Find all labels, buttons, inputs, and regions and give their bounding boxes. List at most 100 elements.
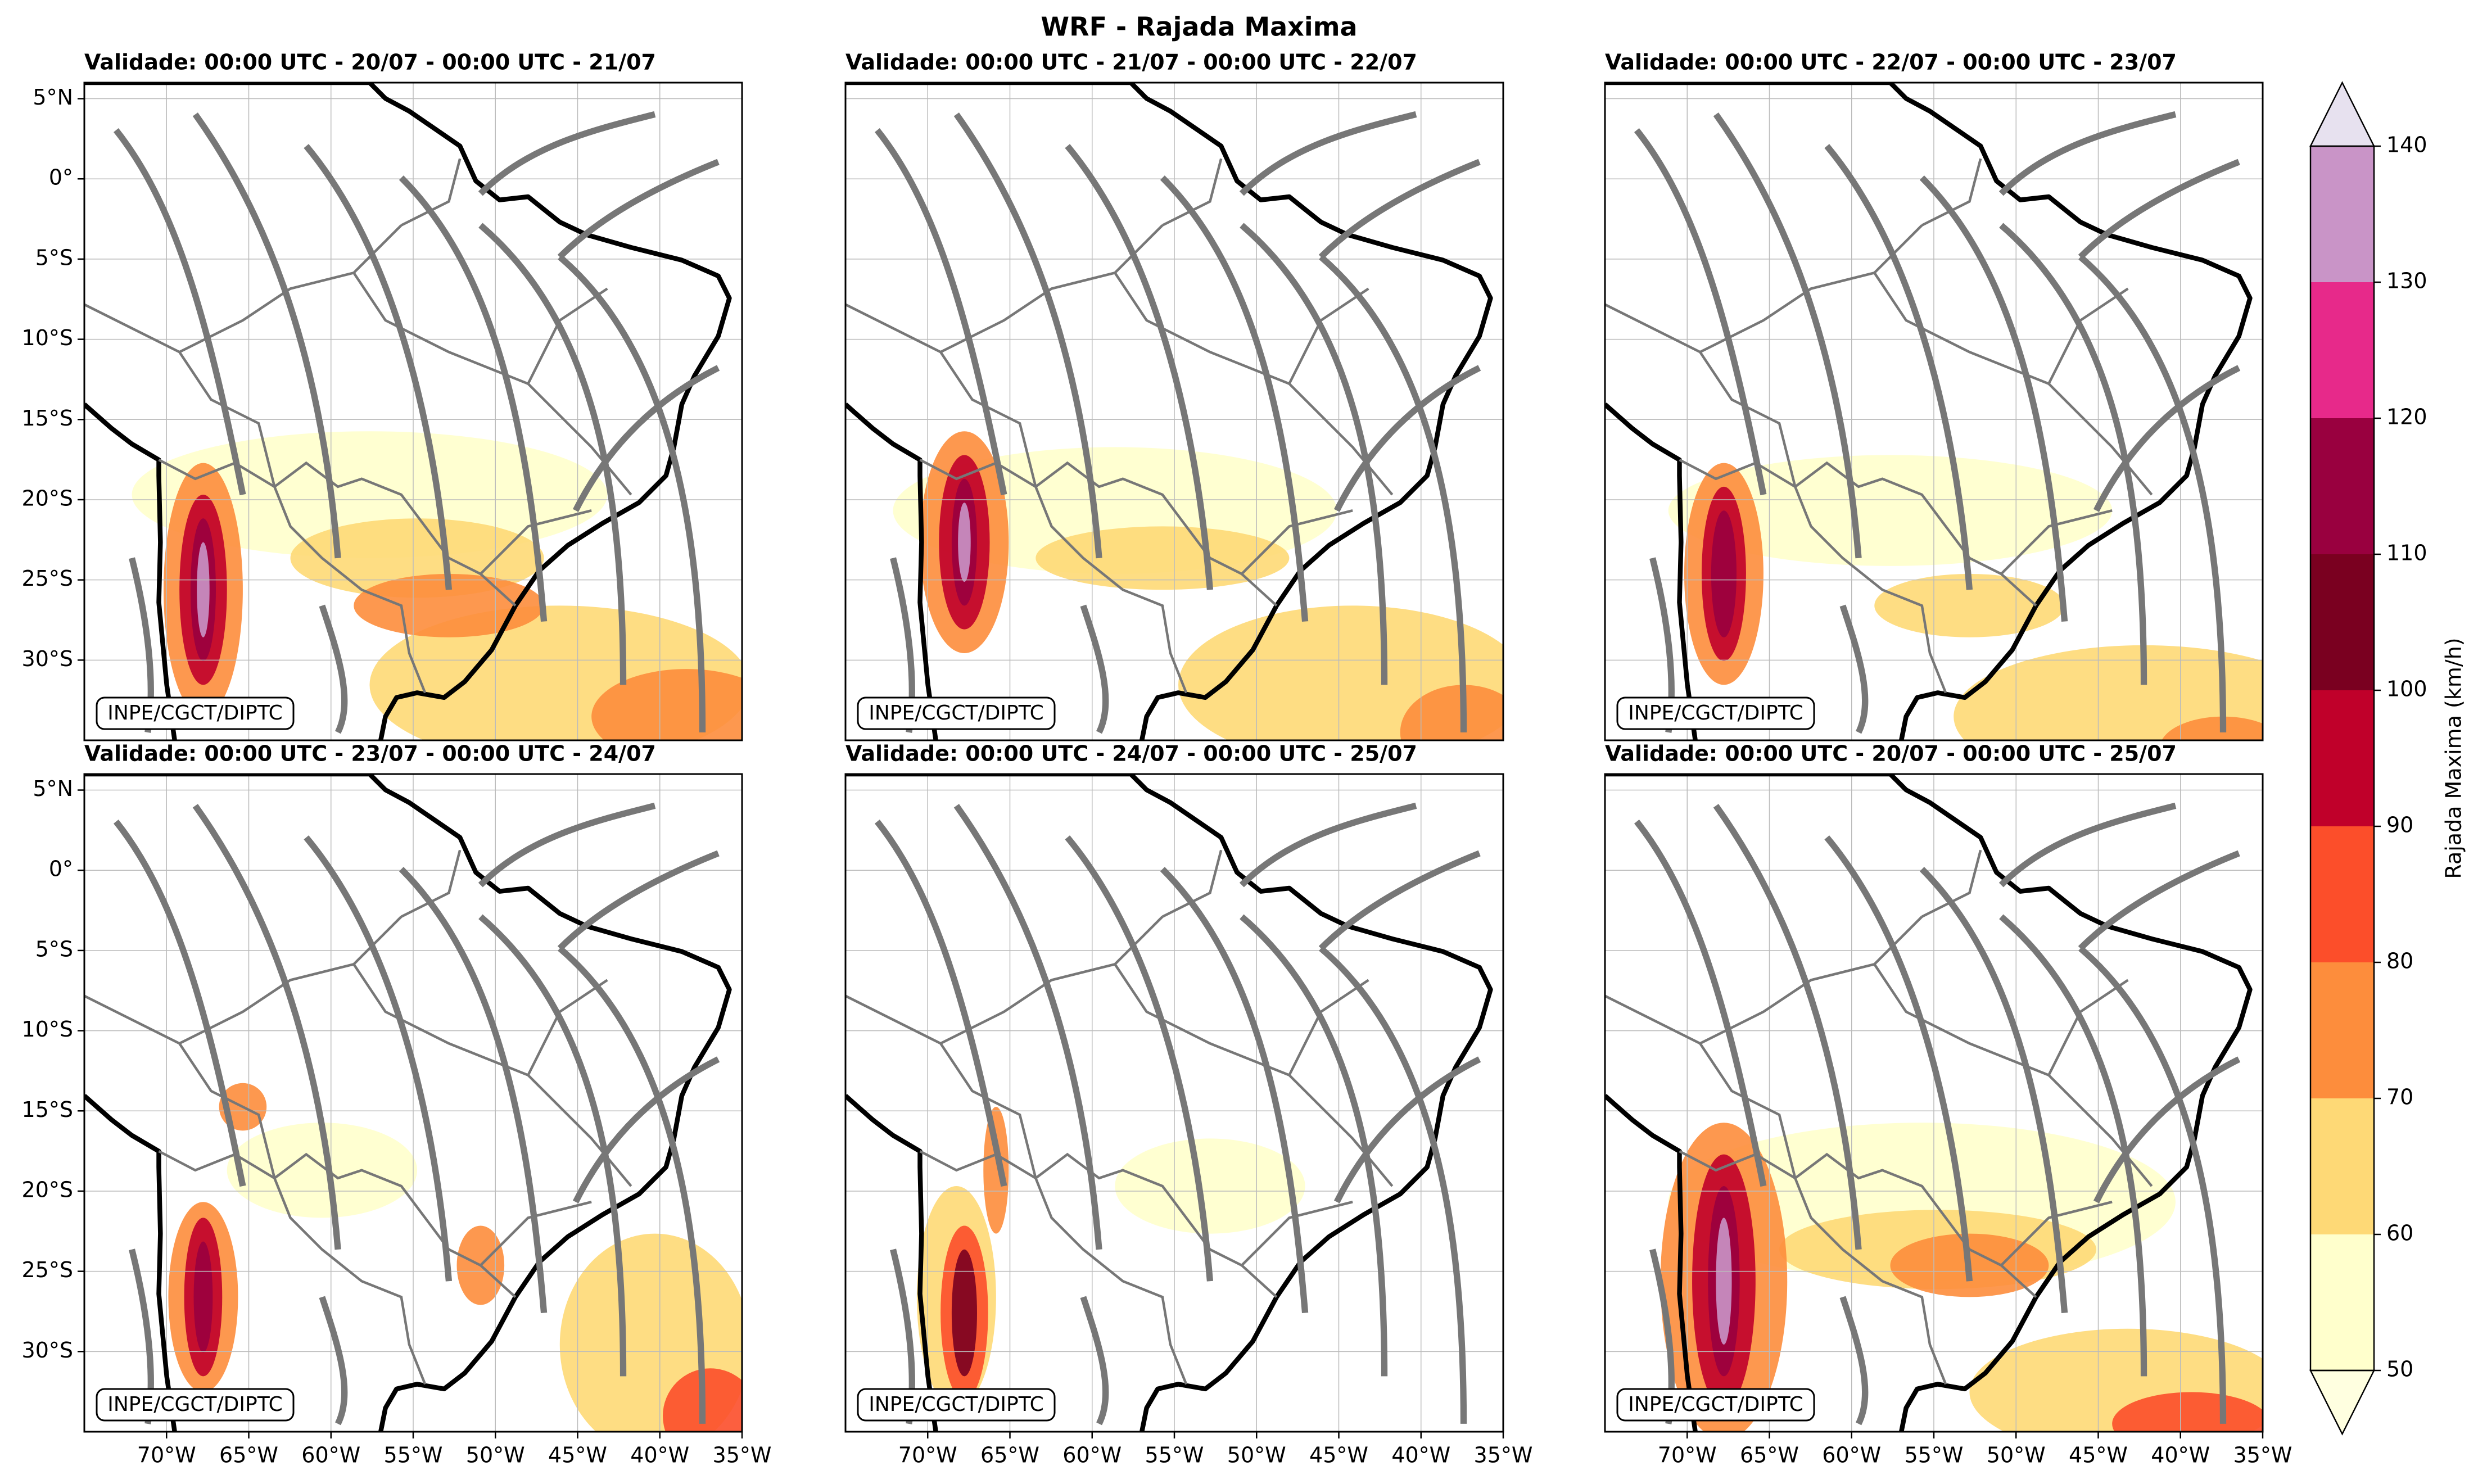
lon-tick-label: 45°W	[1309, 1443, 1368, 1468]
lon-tick-label: 70°W	[898, 1443, 957, 1468]
credit: INPE/CGCT/DIPTC	[869, 702, 1043, 725]
gust-area	[983, 1107, 1009, 1234]
lat-tick-label: 5°N	[33, 776, 73, 801]
lat-tick-label: 30°S	[22, 1338, 73, 1363]
map-panel: Validade: 00:00 UTC - 22/07 - 00:00 UTC …	[1604, 50, 2264, 741]
map-content	[84, 83, 742, 740]
gust-area	[1668, 455, 2113, 566]
lon-tick-label: 50°W	[466, 1443, 525, 1468]
lat-tick-label: 20°S	[22, 1177, 73, 1202]
lat-tick-label: 5°S	[35, 936, 73, 961]
colorbar-segment	[2310, 826, 2374, 962]
colorbar-segment	[2310, 1234, 2374, 1370]
lon-tick-label: 60°W	[1062, 1443, 1122, 1468]
lon-tick-label: 65°W	[1740, 1443, 1799, 1468]
figure-title: WRF - Rajada Maxima	[1041, 12, 1357, 42]
gust-area	[193, 1241, 213, 1353]
credit-box	[96, 696, 295, 730]
gust-field	[132, 431, 742, 740]
lon-tick-label: 60°W	[301, 1443, 360, 1468]
map-panel: Validade: 00:00 UTC - 23/07 - 00:00 UTC …	[22, 741, 772, 1468]
lon-tick-label: 35°W	[1474, 1443, 1533, 1468]
gust-area	[958, 503, 971, 582]
colorbar-label: Rajada Maxima (km/h)	[2441, 637, 2466, 879]
colorbar-tick-label: 50	[2386, 1357, 2413, 1382]
lon-tick-label: 65°W	[980, 1443, 1039, 1468]
map-frame	[83, 82, 743, 741]
credit: INPE/CGCT/DIPTC	[1628, 1393, 1803, 1416]
lon-tick-label: 40°W	[2151, 1443, 2210, 1468]
gust-area	[1969, 1328, 2263, 1432]
gust-area	[2162, 716, 2263, 740]
lat-tick-label: 15°S	[22, 406, 73, 431]
lon-tick-label: 55°W	[1145, 1443, 1204, 1468]
gust-field	[1668, 455, 2263, 740]
lon-tick-label: 40°W	[630, 1443, 689, 1468]
panel-title: Validade: 00:00 UTC - 20/07 - 00:00 UTC …	[1605, 741, 2177, 766]
gust-area	[197, 542, 210, 637]
lon-tick-label: 55°W	[384, 1443, 443, 1468]
colorbar-segment	[2310, 962, 2374, 1098]
colorbar-tick-label: 130	[2386, 269, 2427, 293]
panel-title: Validade: 00:00 UTC - 24/07 - 00:00 UTC …	[845, 741, 1417, 766]
lon-tick-label: 35°W	[713, 1443, 772, 1468]
map-content	[84, 774, 742, 1432]
map-panel: Validade: 00:00 UTC - 20/07 - 00:00 UTC …	[1604, 741, 2292, 1468]
lon-tick-label: 65°W	[219, 1443, 278, 1468]
map-content	[1605, 83, 2263, 740]
panel-title: Validade: 00:00 UTC - 21/07 - 00:00 UTC …	[845, 50, 1417, 75]
colorbar-tick-label: 80	[2386, 949, 2413, 974]
lat-tick-label: 0°	[49, 165, 73, 190]
map-content	[845, 83, 1503, 740]
lon-tick-label: 60°W	[1822, 1443, 1881, 1468]
colorbar-segment	[2310, 146, 2374, 282]
map-frame	[1604, 82, 2264, 741]
colorbar-segment	[2310, 554, 2374, 690]
gust-field	[916, 1107, 1305, 1408]
colorbar: 50 60 70 80 90 100 110 120 130 140 Rajada Maxima (…	[2309, 81, 2466, 1436]
colorbar-segment	[2310, 418, 2374, 554]
map-panel: Validade: 00:00 UTC - 24/07 - 00:00 UTC …	[844, 741, 1533, 1468]
colorbar-segment	[2310, 690, 2374, 826]
lon-tick-label: 45°W	[548, 1443, 607, 1468]
map-content	[1605, 774, 2263, 1432]
credit-box	[1616, 696, 1815, 730]
lat-tick-label: 20°S	[22, 486, 73, 510]
credit-box	[96, 1388, 295, 1422]
colorbar-frame	[2309, 145, 2375, 1372]
colorbar-tick-label: 60	[2386, 1221, 2413, 1246]
gust-area	[1711, 510, 1737, 637]
lon-tick-label: 55°W	[1905, 1443, 1964, 1468]
credit: INPE/CGCT/DIPTC	[1628, 702, 1803, 725]
gust-area	[1115, 1138, 1305, 1234]
lon-tick-label: 35°W	[2233, 1443, 2292, 1468]
map-content	[845, 774, 1503, 1432]
credit: INPE/CGCT/DIPTC	[869, 1393, 1043, 1416]
credit-box	[857, 1388, 1056, 1422]
lat-tick-label: 25°S	[22, 566, 73, 591]
panel-title: Validade: 00:00 UTC - 20/07 - 00:00 UTC …	[84, 50, 656, 75]
colorbar-segment	[2310, 1098, 2374, 1234]
lon-tick-label: 70°W	[137, 1443, 196, 1468]
map-panel: Validade: 00:00 UTC - 20/07 - 00:00 UTC …	[22, 50, 743, 741]
colorbar-tick-label: 110	[2386, 541, 2427, 565]
map-panel: Validade: 00:00 UTC - 21/07 - 00:00 UTC …	[844, 50, 1504, 741]
lon-tick-label: 40°W	[1391, 1443, 1450, 1468]
map-frame	[844, 82, 1504, 741]
lon-tick-label: 70°W	[1658, 1443, 1717, 1468]
panels: Validade: 00:00 UTC - 20/07 - 00:00 UTC …	[22, 50, 2292, 1468]
colorbar-extend-under	[2309, 1369, 2376, 1436]
lon-tick-label: 50°W	[1987, 1443, 2046, 1468]
colorbar-tick-label: 90	[2386, 813, 2413, 838]
lat-tick-label: 30°S	[22, 646, 73, 671]
credit-box	[857, 696, 1056, 730]
panel-title: Validade: 00:00 UTC - 22/07 - 00:00 UTC …	[1605, 50, 2177, 75]
colorbar-tick-label: 120	[2386, 405, 2427, 429]
gust-area	[1716, 1218, 1732, 1345]
lat-tick-label: 15°S	[22, 1097, 73, 1122]
lat-tick-label: 25°S	[22, 1257, 73, 1282]
colorbar-tick-label: 140	[2386, 133, 2427, 157]
gust-area	[227, 1123, 418, 1218]
